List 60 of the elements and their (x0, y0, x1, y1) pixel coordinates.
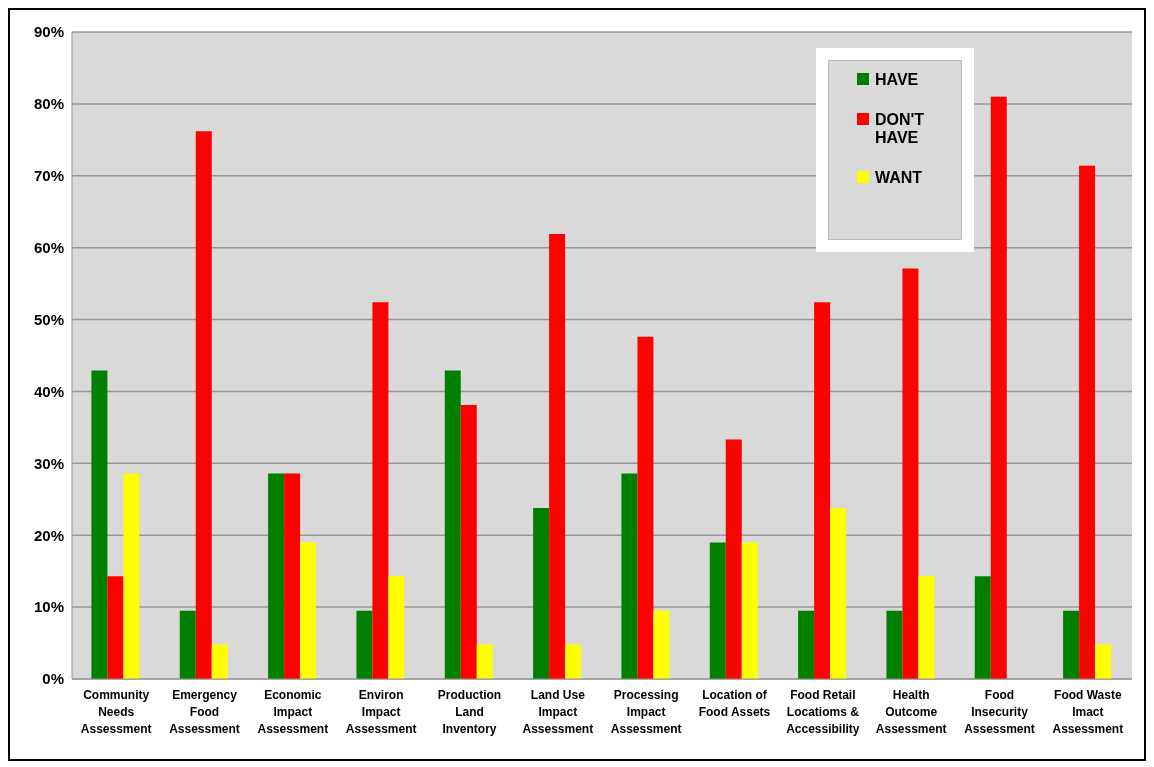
legend-label: HAVE (875, 71, 919, 89)
x-tick-label: Food Waste Imact Assessment (1052, 688, 1124, 736)
bar (460, 405, 477, 679)
bar (372, 302, 389, 679)
bar (549, 234, 566, 679)
y-tick-label: 80% (33, 95, 64, 113)
x-tick-label: Food Insecurity Assessment (964, 688, 1035, 736)
bar (284, 473, 301, 679)
bar (830, 507, 847, 679)
bar (653, 610, 670, 679)
bar (621, 473, 638, 679)
y-tick-label: 10% (33, 598, 64, 616)
bar (725, 439, 742, 679)
y-tick-label: 90% (33, 23, 64, 41)
y-tick-label: 50% (33, 310, 64, 328)
bar (798, 610, 815, 679)
legend-label: WANT (875, 169, 923, 187)
bar (918, 576, 935, 679)
bar (123, 473, 140, 679)
bar (356, 610, 373, 679)
bar (388, 576, 405, 679)
x-tick-label: Food Retail Locatioms & Accessibility (786, 688, 860, 736)
bar (741, 542, 758, 679)
x-tick-label: Location of Food Assets (698, 688, 771, 719)
bar (1079, 165, 1096, 679)
y-tick-label: 40% (33, 382, 64, 400)
bar (990, 96, 1007, 679)
bar (886, 610, 903, 679)
bar (211, 644, 228, 679)
y-tick-label: 30% (33, 454, 64, 472)
x-tick-label: Health Outcome Assessment (875, 688, 947, 736)
x-tick-label: Community Needs Assessment (80, 688, 152, 736)
x-tick-label: Environ Impact Assessment (345, 688, 417, 736)
x-tick-label: Production Land Inventory (437, 688, 502, 736)
x-tick-label: Land Use Impact Assessment (522, 688, 594, 736)
bar (195, 131, 212, 679)
x-tick-label: Emergency Food Assessment (169, 688, 240, 736)
bar (107, 576, 124, 679)
y-tick-label: 60% (33, 238, 64, 256)
y-tick-label: 70% (33, 167, 64, 185)
bar (709, 542, 726, 679)
y-tick-label: 20% (33, 526, 64, 544)
bar (1063, 610, 1080, 679)
x-tick-label: Economic Impact Assessment (257, 688, 329, 736)
bar (476, 644, 493, 679)
bar (268, 473, 285, 679)
bar (533, 507, 550, 679)
bar (300, 542, 317, 679)
bar (814, 302, 831, 679)
bar (637, 336, 654, 679)
legend-label: DON'T HAVE (875, 111, 926, 147)
x-tick-label: Processing Impact Assessment (610, 688, 682, 736)
bar (91, 370, 108, 679)
bar (444, 370, 461, 679)
y-tick-label: 0% (42, 670, 64, 688)
bar (1095, 644, 1112, 679)
bar (902, 268, 919, 679)
bar (974, 576, 991, 679)
bar (179, 610, 196, 679)
bar (565, 644, 582, 679)
